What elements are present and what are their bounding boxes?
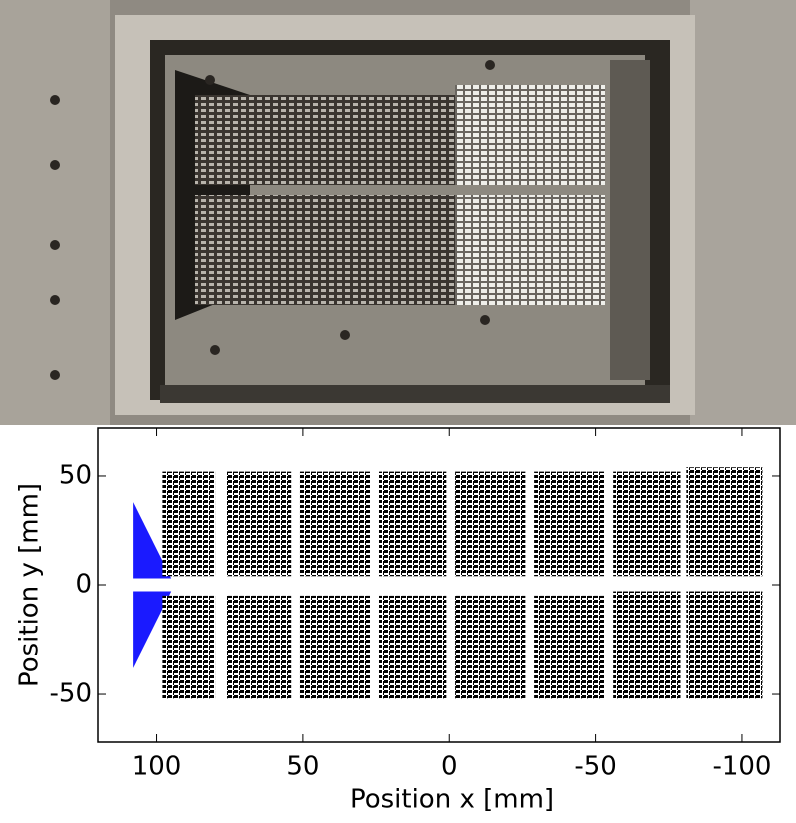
hit-block	[534, 471, 605, 577]
hit-block	[378, 595, 447, 699]
y-tick-label: 50	[59, 460, 92, 490]
hit-block	[455, 595, 526, 699]
y-tick-label: 0	[75, 570, 92, 600]
hit-block	[226, 595, 292, 699]
hit-block	[378, 471, 447, 577]
hit-block	[613, 471, 681, 577]
x-axis-label: Position x [mm]	[350, 785, 554, 815]
hit-block	[299, 471, 371, 577]
hit-block	[162, 595, 216, 699]
hit-wedge	[133, 502, 172, 579]
x-tick-label: -50	[574, 752, 616, 782]
hit-block	[534, 595, 605, 699]
x-tick-label: -100	[712, 752, 771, 782]
y-axis-label: Position y [mm]	[15, 483, 45, 687]
hit-block	[226, 471, 292, 577]
photo	[0, 0, 796, 425]
hit-block	[613, 591, 681, 699]
hit-wedge	[133, 591, 172, 668]
hit-block	[686, 591, 763, 699]
x-tick-label: 0	[441, 752, 458, 782]
x-tick-label: 100	[132, 752, 182, 782]
hit-block	[686, 467, 763, 577]
hit-block	[162, 471, 216, 577]
x-tick-label: 50	[286, 752, 319, 782]
hit-block	[455, 471, 526, 577]
hit-block	[299, 595, 371, 699]
y-tick-label: -50	[50, 679, 92, 709]
